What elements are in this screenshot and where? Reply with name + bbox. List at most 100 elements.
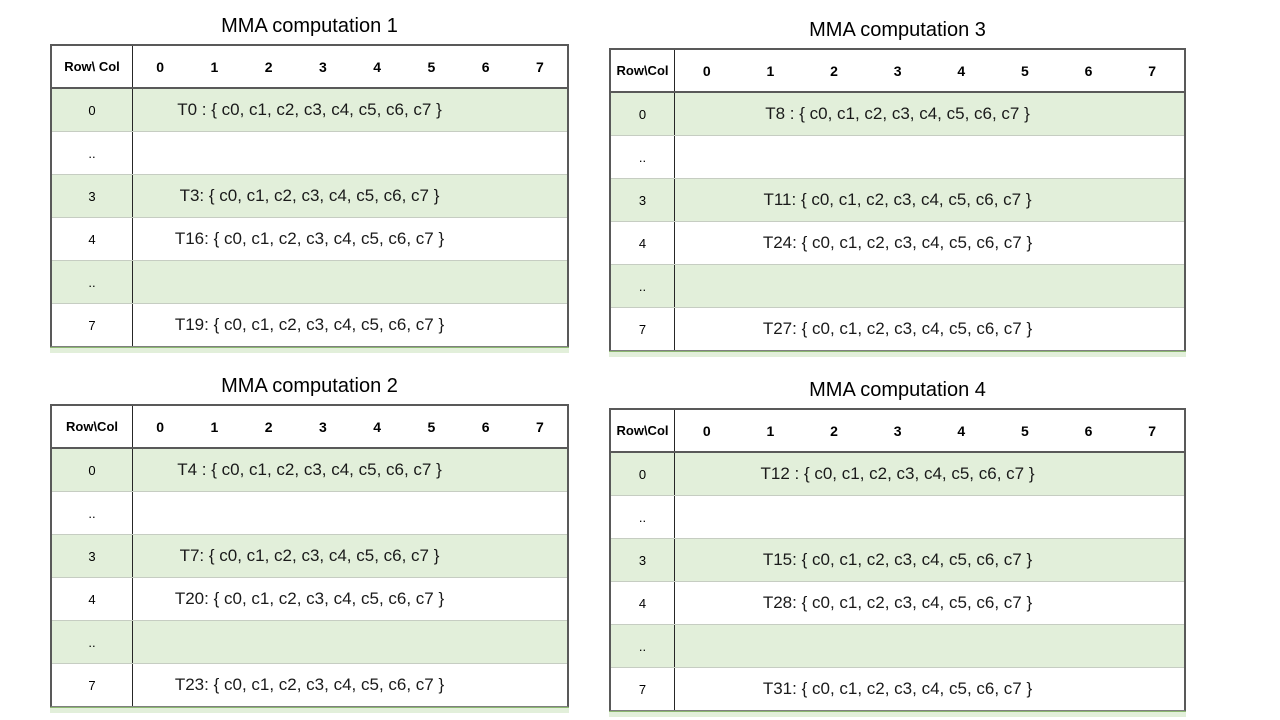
thread-cells (675, 625, 1184, 667)
thread-mapping-grid: Row\Col 0 1 2 3 4 5 6 7 0 T12 : { c0, c1… (609, 408, 1186, 711)
cutoff-row-strip (50, 707, 569, 713)
table-row: .. (52, 131, 567, 174)
mma-computation-3-table: MMA computation 3 Row\Col 0 1 2 3 4 5 6 … (609, 12, 1186, 357)
thread-cells (675, 496, 1184, 538)
thread-cells (133, 492, 567, 534)
corner-header: Row\Col (611, 410, 675, 451)
thread-mapping-grid: Row\Col 0 1 2 3 4 5 6 7 0 T4 : { c0, c1,… (50, 404, 569, 707)
row-label: .. (611, 136, 675, 178)
row-label: 0 (52, 89, 133, 131)
table-row: .. (611, 135, 1184, 178)
row-label: .. (611, 496, 675, 538)
row-label: 7 (52, 304, 133, 346)
thread-cells: T7: { c0, c1, c2, c3, c4, c5, c6, c7 } (179, 546, 440, 565)
thread-cells (133, 132, 567, 174)
col-header: 5 (1021, 62, 1029, 79)
col-header: 6 (1084, 62, 1093, 79)
row-label: .. (611, 625, 675, 667)
row-label: 4 (52, 578, 133, 620)
col-header: 6 (481, 418, 490, 435)
table-row: .. (611, 495, 1184, 538)
table-row: .. (52, 260, 567, 303)
col-header: 2 (830, 62, 838, 79)
corner-header: Row\Col (611, 50, 675, 91)
col-header: 0 (156, 58, 165, 75)
mma-computation-4-table: MMA computation 4 Row\Col 0 1 2 3 4 5 6 … (609, 372, 1186, 717)
col-header: 0 (702, 62, 711, 79)
cutoff-row-strip (50, 347, 569, 353)
table-row: 4 T20: { c0, c1, c2, c3, c4, c5, c6, c7 … (52, 577, 567, 620)
table-row: .. (52, 491, 567, 534)
row-label: .. (52, 132, 133, 174)
corner-header: Row\Col (52, 406, 133, 447)
col-header: 3 (318, 418, 327, 435)
row-label: .. (52, 261, 133, 303)
row-label: 3 (611, 539, 675, 581)
col-header: 2 (264, 58, 273, 75)
col-header: 5 (427, 418, 436, 435)
row-label: 3 (52, 175, 133, 217)
thread-cells: T8 : { c0, c1, c2, c3, c4, c5, c6, c7 } (765, 104, 1030, 123)
thread-mapping-grid: Row\Col 0 1 2 3 4 5 6 7 0 T8 : { c0, c1,… (609, 48, 1186, 351)
cutoff-row-strip (609, 351, 1186, 357)
table-row: 7 T27: { c0, c1, c2, c3, c4, c5, c6, c7 … (611, 307, 1184, 350)
thread-cells: T31: { c0, c1, c2, c3, c4, c5, c6, c7 } (762, 679, 1033, 698)
table-row: 4 T24: { c0, c1, c2, c3, c4, c5, c6, c7 … (611, 221, 1184, 264)
table-row: .. (52, 620, 567, 663)
thread-cells: T12 : { c0, c1, c2, c3, c4, c5, c6, c7 } (760, 464, 1035, 483)
table-row: 3 T7: { c0, c1, c2, c3, c4, c5, c6, c7 } (52, 534, 567, 577)
col-header: 6 (481, 58, 490, 75)
thread-cells (675, 265, 1184, 307)
cutoff-row-strip (609, 711, 1186, 717)
row-label: 0 (611, 93, 675, 135)
row-label: 3 (611, 179, 675, 221)
header-row: Row\Col 0 1 2 3 4 5 6 7 (611, 410, 1184, 453)
table-row: 0 T0 : { c0, c1, c2, c3, c4, c5, c6, c7 … (52, 89, 567, 131)
table-row: 0 T4 : { c0, c1, c2, c3, c4, c5, c6, c7 … (52, 449, 567, 491)
col-header: 4 (373, 418, 382, 435)
col-header: 1 (766, 62, 775, 79)
col-header: 4 (957, 62, 966, 79)
table-row: 4 T16: { c0, c1, c2, c3, c4, c5, c6, c7 … (52, 217, 567, 260)
row-label: 7 (611, 308, 675, 350)
col-header: 7 (535, 58, 544, 75)
col-header: 7 (1148, 422, 1157, 439)
col-header: 7 (1148, 62, 1157, 79)
row-label: 7 (52, 664, 133, 706)
col-header: 4 (373, 58, 382, 75)
corner-header: Row\ Col (52, 46, 133, 87)
table-row: 3 T11: { c0, c1, c2, c3, c4, c5, c6, c7 … (611, 178, 1184, 221)
col-header: 2 (264, 418, 273, 435)
mma-computation-2-table: MMA computation 2 Row\Col 0 1 2 3 4 5 6 … (50, 368, 569, 713)
row-label: .. (52, 621, 133, 663)
thread-cells: T0 : { c0, c1, c2, c3, c4, c5, c6, c7 } (177, 100, 442, 119)
thread-cells: T28: { c0, c1, c2, c3, c4, c5, c6, c7 } (762, 593, 1033, 612)
table-row: 3 T3: { c0, c1, c2, c3, c4, c5, c6, c7 } (52, 174, 567, 217)
col-header: 7 (535, 418, 544, 435)
row-label: .. (611, 265, 675, 307)
table-title: MMA computation 2 (221, 375, 398, 397)
col-header: 2 (830, 422, 838, 439)
header-row: Row\Col 0 1 2 3 4 5 6 7 (611, 50, 1184, 93)
table-row: 7 T19: { c0, c1, c2, c3, c4, c5, c6, c7 … (52, 303, 567, 346)
row-label: 0 (52, 449, 133, 491)
thread-cells: T19: { c0, c1, c2, c3, c4, c5, c6, c7 } (174, 315, 445, 334)
table-title: MMA computation 3 (809, 19, 986, 41)
col-header: 0 (702, 422, 711, 439)
col-header: 6 (1084, 422, 1093, 439)
thread-cells: T16: { c0, c1, c2, c3, c4, c5, c6, c7 } (174, 229, 445, 248)
col-header: 3 (893, 422, 902, 439)
thread-cells: T3: { c0, c1, c2, c3, c4, c5, c6, c7 } (179, 186, 440, 205)
col-header: 3 (893, 62, 902, 79)
table-title: MMA computation 4 (809, 379, 986, 401)
table-row: 4 T28: { c0, c1, c2, c3, c4, c5, c6, c7 … (611, 581, 1184, 624)
table-title: MMA computation 1 (221, 15, 398, 37)
col-header: 1 (766, 422, 775, 439)
col-header: 5 (427, 58, 436, 75)
thread-cells (133, 261, 567, 303)
col-header: 1 (210, 58, 219, 75)
table-row: 0 T12 : { c0, c1, c2, c3, c4, c5, c6, c7… (611, 453, 1184, 495)
table-row: .. (611, 264, 1184, 307)
thread-cells: T11: { c0, c1, c2, c3, c4, c5, c6, c7 } (763, 190, 1032, 209)
